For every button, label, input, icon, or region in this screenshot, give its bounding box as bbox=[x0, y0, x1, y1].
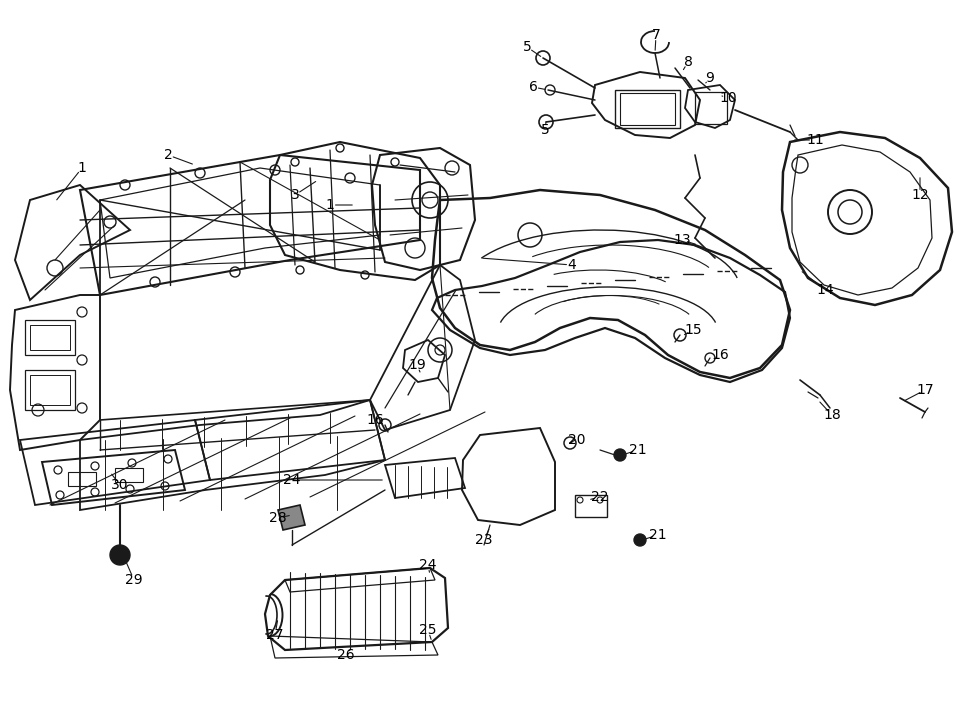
Bar bbox=[695, 92, 727, 124]
Circle shape bbox=[110, 545, 130, 565]
Text: 26: 26 bbox=[337, 648, 355, 662]
Text: 6: 6 bbox=[529, 80, 538, 94]
Bar bbox=[25, 320, 75, 355]
Text: 11: 11 bbox=[806, 133, 824, 147]
Bar bbox=[115, 468, 143, 482]
Bar bbox=[25, 370, 75, 410]
Polygon shape bbox=[278, 505, 305, 530]
Text: 17: 17 bbox=[916, 383, 934, 397]
Text: 25: 25 bbox=[420, 623, 437, 637]
Text: 27: 27 bbox=[266, 628, 284, 642]
Circle shape bbox=[614, 449, 626, 461]
Text: 1: 1 bbox=[78, 161, 86, 175]
Circle shape bbox=[634, 534, 646, 546]
Text: 5: 5 bbox=[540, 123, 549, 137]
Text: 7: 7 bbox=[652, 28, 660, 42]
Bar bbox=[620, 93, 675, 125]
Text: 3: 3 bbox=[291, 188, 300, 202]
Text: 23: 23 bbox=[475, 533, 492, 547]
Text: 16: 16 bbox=[366, 413, 384, 427]
Text: 19: 19 bbox=[408, 358, 426, 372]
Text: 28: 28 bbox=[269, 511, 287, 525]
Text: 21: 21 bbox=[649, 528, 667, 542]
Text: 9: 9 bbox=[706, 71, 714, 85]
Text: 24: 24 bbox=[420, 558, 437, 572]
Bar bbox=[575, 495, 607, 517]
Text: 24: 24 bbox=[283, 473, 300, 487]
Text: 30: 30 bbox=[111, 478, 129, 492]
Text: 5: 5 bbox=[522, 40, 532, 54]
Text: 29: 29 bbox=[125, 573, 143, 587]
Text: 21: 21 bbox=[629, 443, 647, 457]
Text: 10: 10 bbox=[719, 91, 737, 105]
Text: 14: 14 bbox=[816, 283, 834, 297]
Text: 16: 16 bbox=[711, 348, 729, 362]
Text: 1: 1 bbox=[325, 198, 334, 212]
Text: 2: 2 bbox=[163, 148, 173, 162]
Bar bbox=[68, 472, 96, 486]
Bar bbox=[30, 375, 70, 405]
Text: 15: 15 bbox=[684, 323, 702, 337]
Bar bbox=[30, 325, 70, 350]
Text: 22: 22 bbox=[591, 490, 609, 504]
Text: 8: 8 bbox=[684, 55, 692, 69]
Bar bbox=[615, 90, 680, 128]
Text: 20: 20 bbox=[568, 433, 586, 447]
Text: 4: 4 bbox=[567, 258, 576, 272]
Text: 18: 18 bbox=[823, 408, 841, 422]
Text: 13: 13 bbox=[673, 233, 691, 247]
Text: 12: 12 bbox=[911, 188, 929, 202]
